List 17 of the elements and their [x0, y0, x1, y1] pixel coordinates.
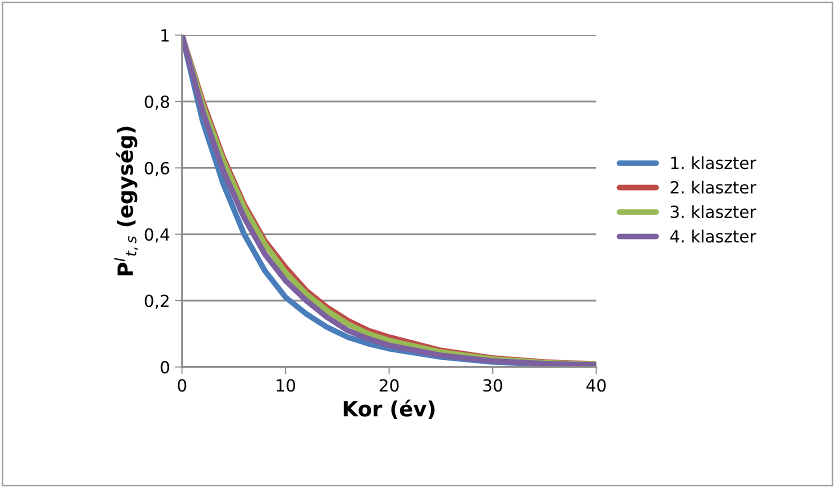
- x-tick-label: 10: [276, 379, 296, 392]
- y-tick-label: 0: [160, 360, 170, 374]
- legend-label: 2. klaszter: [670, 180, 756, 194]
- x-tick-label: 0: [178, 379, 186, 392]
- x-axis-title: Kor (év): [344, 400, 435, 420]
- y-axis-title: P$^{I}$$_{t,s}$ (egység): [114, 126, 138, 276]
- y-tick-label: 0,4: [144, 228, 170, 243]
- y-tick-label: 0,2: [144, 294, 169, 309]
- legend-label: 3. klaszter: [670, 205, 756, 218]
- legend-label: 1. klaszter: [671, 156, 756, 170]
- x-tick-label: 30: [483, 379, 502, 392]
- x-tick-label: 40: [586, 379, 606, 392]
- legend-label: 4. klaszter: [670, 230, 756, 243]
- y-tick-label: 0,6: [144, 162, 170, 176]
- x-tick-label: 20: [380, 379, 399, 392]
- y-tick-label: 0,8: [144, 95, 170, 110]
- y-tick-label: 1: [161, 29, 169, 42]
